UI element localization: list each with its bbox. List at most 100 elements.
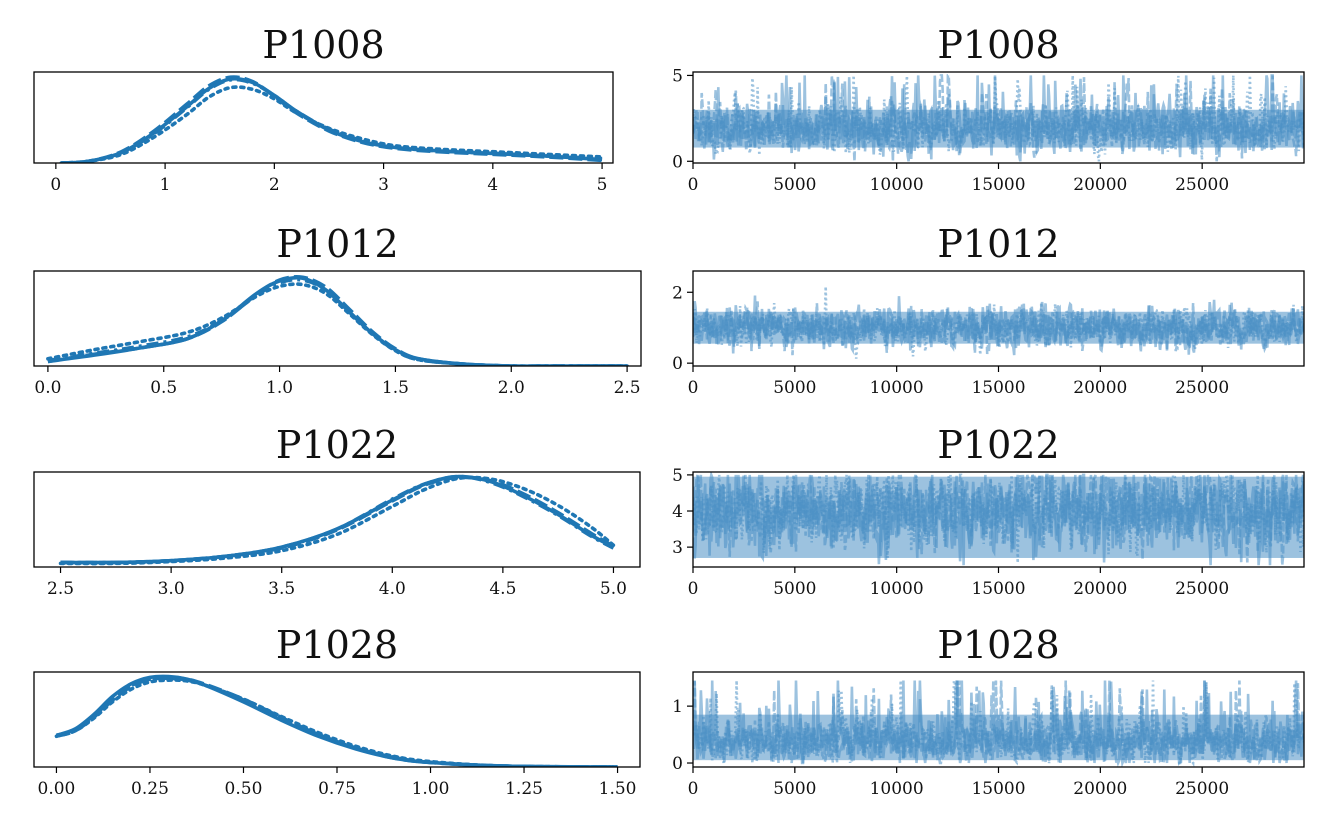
kde-P1008-axes-frame: [33, 71, 614, 164]
trace-P1012-xtick-label: 0: [688, 378, 699, 398]
trace-P1022-title: P1022: [937, 423, 1059, 467]
kde-P1022-axes-frame: [33, 471, 641, 568]
trace-P1008-xtick-label: 10000: [870, 175, 924, 195]
trace-P1022-xtick-label: 5000: [773, 579, 816, 599]
trace-P1028-ytick-label: 0: [672, 754, 683, 774]
trace-P1012-title: P1012: [937, 222, 1059, 266]
trace-P1028-xtick-label: 20000: [1073, 779, 1127, 799]
kde-P1012-axes-frame: [33, 270, 642, 367]
trace-P1012-xtick-label: 10000: [870, 378, 924, 398]
kde-P1008-xtick-label: 3: [378, 175, 389, 195]
kde-P1012-xtick-label: 0.5: [150, 378, 177, 398]
kde-P1022-series-1: [60, 474, 615, 565]
trace-P1008-plot-area: [693, 74, 1304, 162]
kde-P1022-title: P1022: [276, 423, 398, 467]
trace-P1028-panel: P1028 0 5000 10000 15000 20000 25000 0 1: [672, 623, 1305, 799]
trace-P1008-xtick-label: 5000: [773, 175, 816, 195]
kde-P1022-xtick-label: 2.5: [47, 579, 74, 599]
trace-P1022-ytick-label: 3: [672, 538, 683, 558]
trace-P1008-panel: P1008 0 5000 10000 15000 20000 25000 0 5: [672, 23, 1305, 195]
kde-P1008-panel: P1008 0 1 2 3 4 5: [33, 23, 614, 195]
kde-P1008-series-3: [61, 77, 603, 163]
kde-P1012-series-2: [47, 275, 628, 366]
trace-P1022-panel: P1022 0 5000 10000 15000 20000 25000 3 4 5: [672, 423, 1305, 599]
trace-P1028-xtick-label: 15000: [971, 779, 1025, 799]
kde-P1028-series-3: [55, 676, 618, 767]
kde-P1028-title: P1028: [276, 623, 398, 667]
kde-P1012-xtick-label: 1.0: [266, 378, 293, 398]
kde-P1028-series-2: [55, 675, 618, 767]
kde-P1022-plot-area: [58, 474, 616, 566]
kde-P1012-panel: P1012 0.0 0.5 1.0 1.5 2.0 2.5: [33, 222, 642, 398]
kde-P1008-title: P1008: [262, 23, 384, 67]
trace-P1012-ytick-label: 2: [672, 283, 683, 303]
trace-P1022-xtick-label: 10000: [870, 579, 924, 599]
trace-P1028-chain-4: [693, 679, 1304, 767]
kde-P1028-panel: P1028 0.00 0.25 0.50 0.75 1.00 1.25 1.50: [33, 623, 641, 799]
kde-P1028-xtick-label: 0.25: [131, 779, 169, 799]
trace-P1008-xtick-label: 15000: [971, 175, 1025, 195]
trace-P1012-chain-4: [693, 286, 1304, 359]
kde-P1022-xtick-label: 3.0: [158, 579, 185, 599]
trace-P1022-xtick-label: 15000: [971, 579, 1025, 599]
trace-P1028-ytick-label: 1: [672, 697, 683, 717]
kde-P1012-xtick-label: 2.0: [498, 378, 525, 398]
trace-P1008-chain-4: [693, 75, 1304, 162]
kde-P1028-xtick-label: 1.50: [599, 779, 637, 799]
trace-P1012-plot-area: [693, 286, 1304, 359]
trace-P1028-title: P1028: [937, 623, 1059, 667]
kde-P1022-xtick-label: 3.5: [268, 579, 295, 599]
kde-P1022-xtick-label: 5.0: [600, 579, 627, 599]
kde-P1012-xtick-label: 2.5: [614, 378, 641, 398]
kde-P1028-xtick-label: 0.00: [38, 779, 76, 799]
kde-P1012-series-3: [47, 277, 628, 366]
trace-P1008-xtick-label: 25000: [1175, 175, 1229, 195]
kde-P1022-xtick-label: 4.5: [489, 579, 516, 599]
kde-P1012-series-1: [47, 275, 628, 366]
kde-P1012-series-4: [46, 282, 629, 366]
kde-P1008-xtick-label: 2: [269, 175, 280, 195]
kde-P1028-xtick-label: 1.25: [505, 779, 543, 799]
trace-P1022-ytick-label: 4: [672, 502, 683, 522]
trace-P1028-xtick-label: 25000: [1175, 779, 1229, 799]
kde-P1028-xtick-label: 1.00: [412, 779, 450, 799]
trace-P1028-xtick-label: 0: [688, 779, 699, 799]
kde-P1008-series-1: [61, 76, 603, 163]
trace-P1022-xtick-label: 20000: [1073, 579, 1127, 599]
kde-P1012-plot-area: [46, 275, 629, 366]
trace-P1008-xtick-label: 20000: [1073, 175, 1127, 195]
trace-P1012-xtick-label: 20000: [1073, 378, 1127, 398]
kde-P1012-title: P1012: [276, 222, 398, 266]
kde-P1022-series-4: [58, 475, 616, 566]
trace-P1012-panel: P1012 0 5000 10000 15000 20000 25000 0 2: [672, 222, 1305, 398]
kde-P1022-series-3: [60, 474, 615, 565]
trace-P1008-title: P1008: [937, 23, 1059, 67]
trace-P1028-plot-area: [693, 679, 1304, 767]
kde-P1008-xtick-label: 1: [160, 175, 171, 195]
kde-P1028-series-4: [54, 678, 620, 767]
trace-P1022-xtick-label: 0: [688, 579, 699, 599]
kde-P1008-xtick-label: 0: [50, 175, 61, 195]
kde-P1012-xtick-label: 0.0: [34, 378, 61, 398]
kde-P1012-xtick-label: 1.5: [382, 378, 409, 398]
kde-P1008-xtick-label: 4: [487, 175, 498, 195]
kde-P1008-series-4: [59, 85, 604, 163]
trace-P1012-ytick-label: 0: [672, 354, 683, 374]
trace-P1028-xtick-label: 10000: [870, 779, 924, 799]
kde-P1022-xtick-label: 4.0: [379, 579, 406, 599]
trace-P1028-xtick-label: 5000: [773, 779, 816, 799]
kde-P1008-plot-area: [59, 75, 604, 163]
trace-P1012-xtick-label: 5000: [773, 378, 816, 398]
kde-P1022-panel: P1022 2.5 3.0 3.5 4.0 4.5 5.0: [33, 423, 641, 599]
trace-P1012-xtick-label: 15000: [971, 378, 1025, 398]
kde-P1028-plot-area: [54, 674, 620, 767]
trace-P1022-ytick-label: 5: [672, 466, 683, 486]
kde-P1028-xtick-label: 0.75: [318, 779, 356, 799]
kde-P1008-xtick-label: 5: [597, 175, 608, 195]
trace-P1008-ytick-label: 5: [672, 66, 683, 86]
trace-P1008-xtick-label: 0: [688, 175, 699, 195]
trace-P1022-plot-area: [693, 472, 1304, 566]
kde-P1008-series-2: [61, 75, 603, 163]
kde-P1028-series-1: [55, 674, 618, 767]
